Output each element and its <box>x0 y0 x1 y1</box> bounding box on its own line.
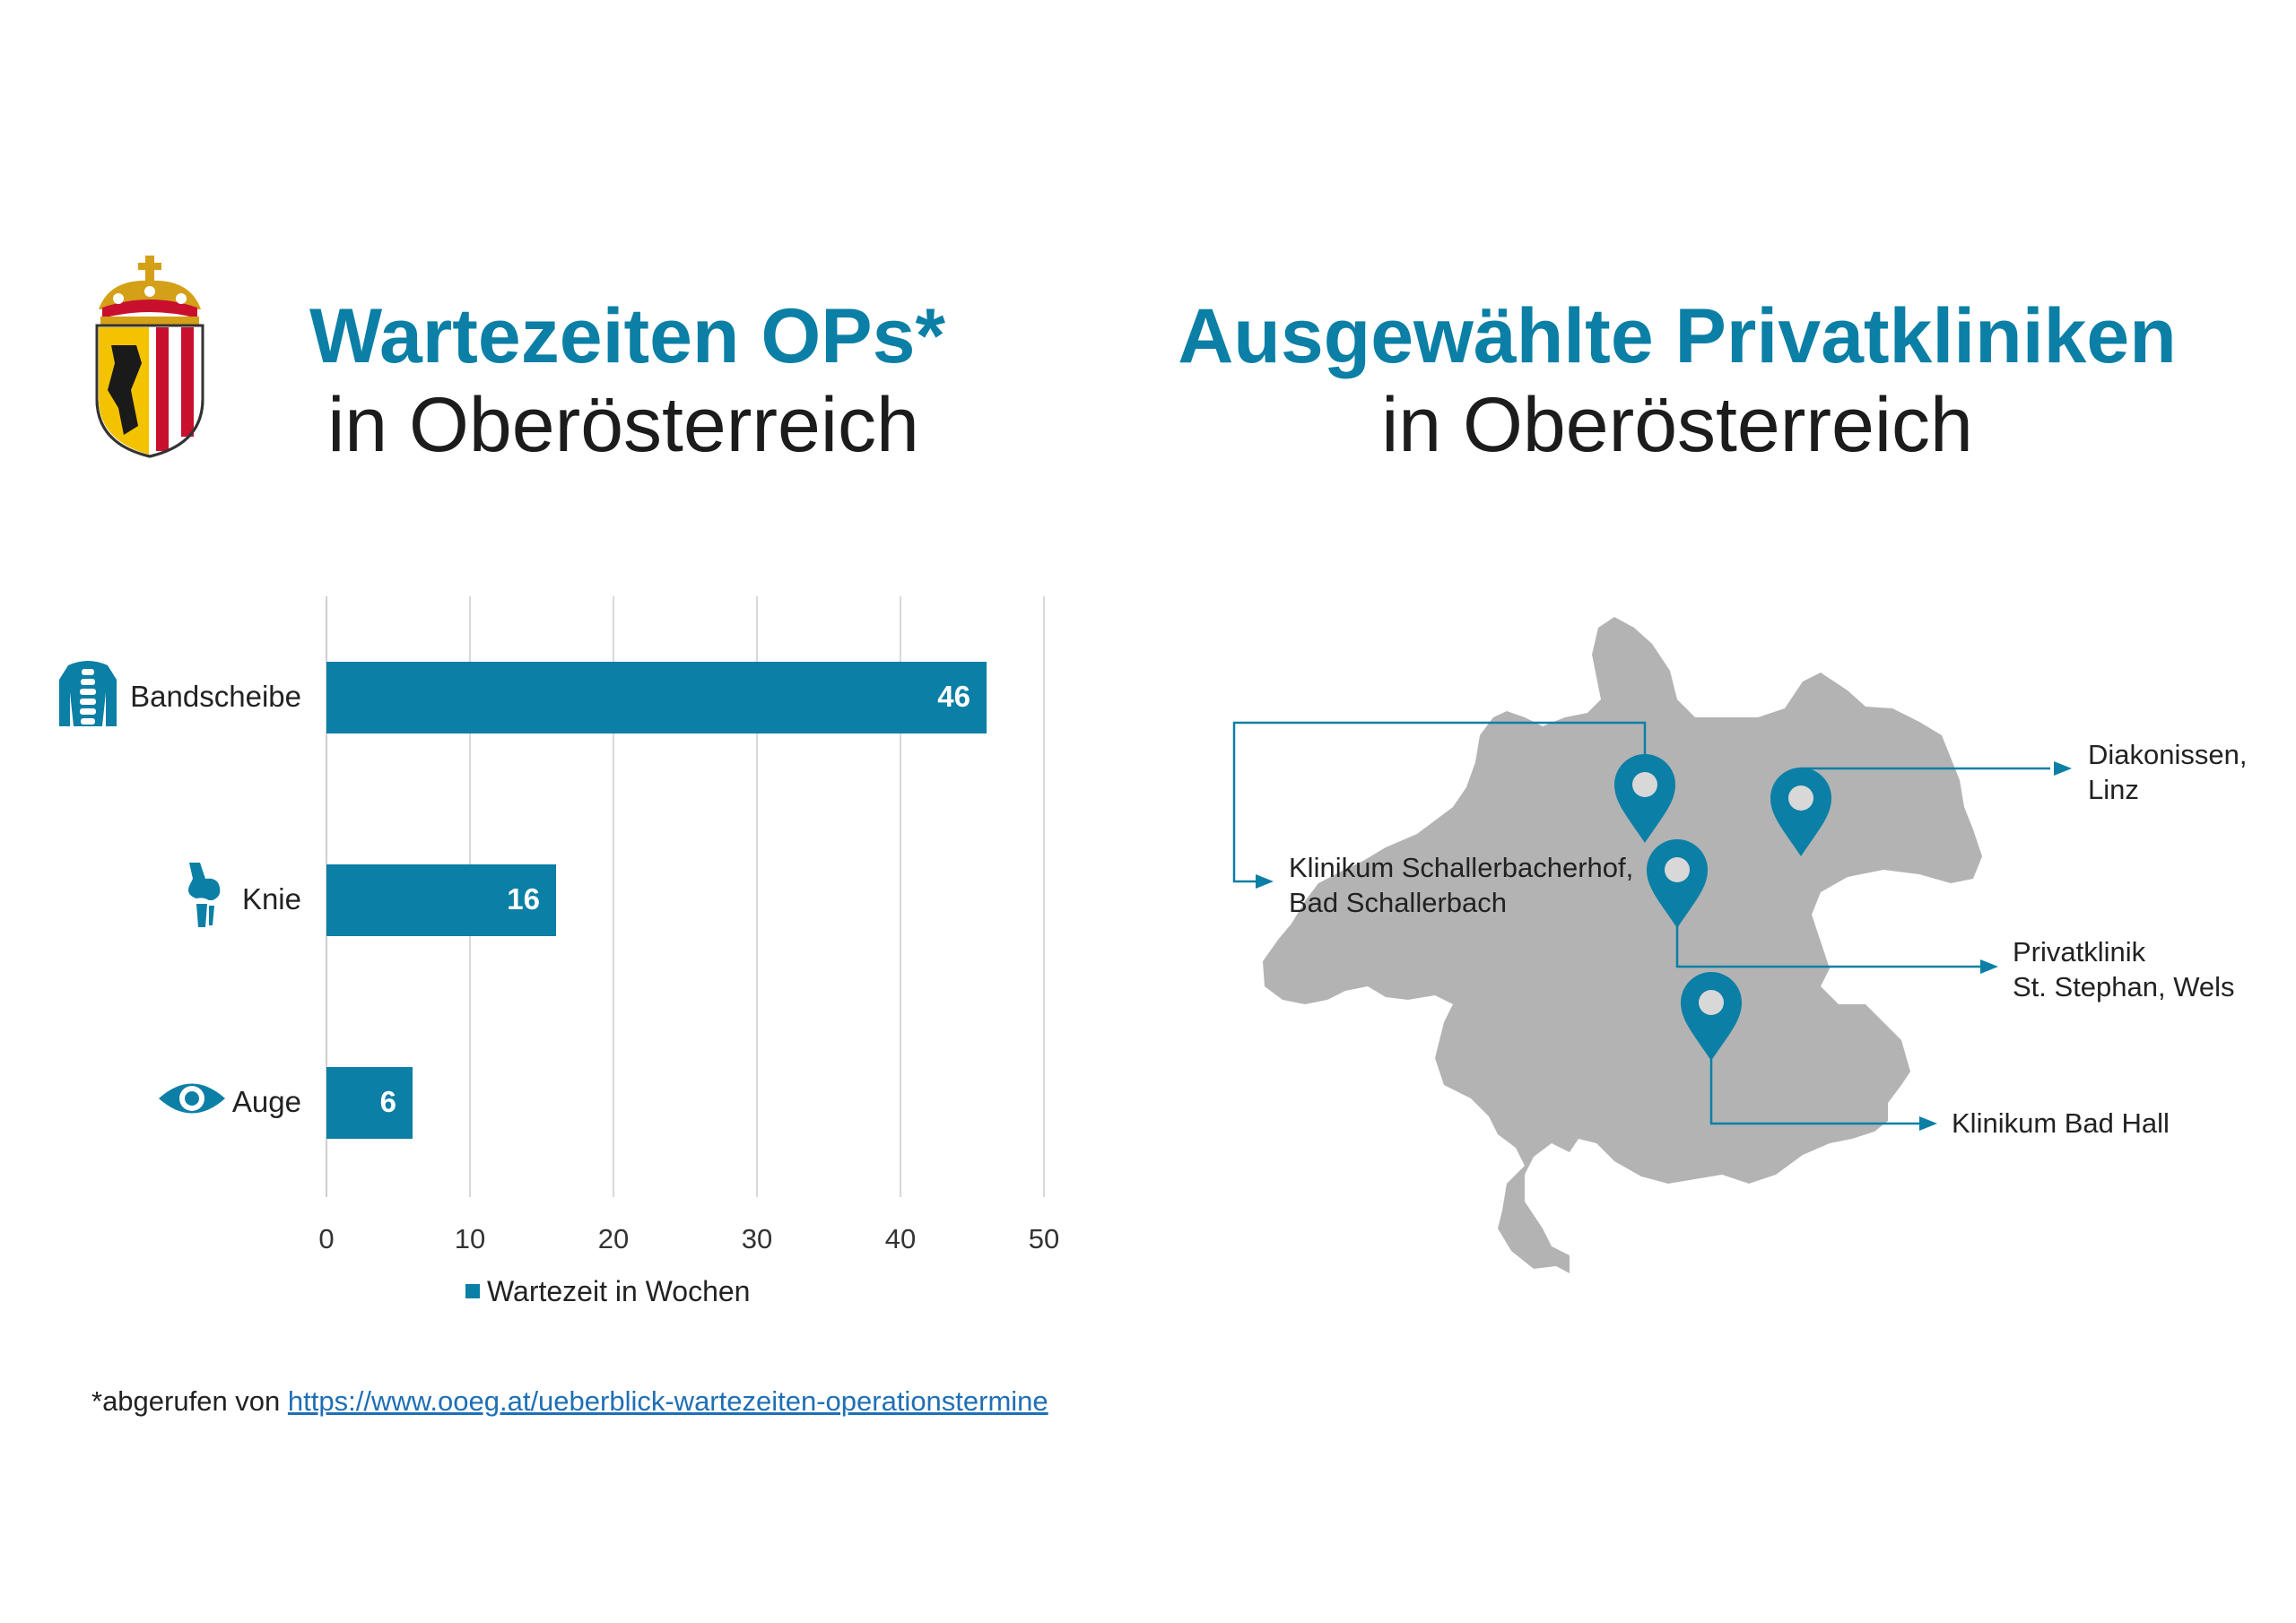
clinic-name: Privatklinik <box>2013 936 2146 968</box>
bar-value-label: 46 <box>937 680 970 713</box>
x-tick-label: 50 <box>1028 1223 1060 1254</box>
arrowhead-diakonissen <box>2054 761 2072 776</box>
bar-auge <box>326 1067 413 1139</box>
coat-of-arms-logo <box>95 256 204 458</box>
knee-joint-icon <box>188 863 221 927</box>
legend-label: Wartezeit in Wochen <box>487 1275 751 1307</box>
region-shape <box>1263 617 1982 1273</box>
clinic-name: Klinikum Schallerbacherhof, <box>1289 852 1634 883</box>
arrowhead-bad-hall <box>1919 1116 1937 1131</box>
connector-arrowheads <box>1256 761 2072 1131</box>
bar-chart <box>326 596 1045 1197</box>
location-pin-icon <box>1614 754 1675 843</box>
bar-value-label: 6 <box>379 1085 396 1118</box>
clinic-location: Linz <box>2088 774 2139 805</box>
arrowhead-schallerbacherhof <box>1256 874 1274 889</box>
x-tick-label: 40 <box>884 1223 917 1254</box>
location-pin-icon <box>1681 972 1742 1061</box>
spine-torso-icon <box>59 661 117 726</box>
clinic-label-bad-hall: Klinikum Bad Hall <box>1952 1106 2170 1141</box>
chart-legend: Wartezeit in Wochen <box>465 1275 750 1308</box>
category-label-auge: Auge <box>231 1085 301 1118</box>
chart-title: Wartezeiten OPs* <box>309 293 945 379</box>
legend-swatch <box>465 1283 480 1298</box>
source-link[interactable]: https://www.ooeg.at/ueberblick-wartezeit… <box>287 1385 1048 1417</box>
category-label-knie: Knie <box>241 882 301 916</box>
shield-icon <box>95 324 204 458</box>
clinic-name: Klinikum Bad Hall <box>1952 1107 2170 1139</box>
clinic-label-st-stephan: Privatklinik St. Stephan, Wels <box>2013 934 2235 1004</box>
crown-icon <box>99 256 201 325</box>
x-tick-label: 10 <box>454 1223 486 1254</box>
map-subtitle: in Oberösterreich <box>1381 382 1973 468</box>
map-title: Ausgewählte Privatkliniken <box>1178 293 2177 379</box>
category-label-bandscheibe: Bandscheibe <box>130 680 301 713</box>
location-pin-icon <box>1647 839 1708 928</box>
clinic-label-schallerbacherhof: Klinikum Schallerbacherhof, Bad Schaller… <box>1289 850 1633 920</box>
location-pin-icon <box>1770 768 1831 856</box>
clinic-location: St. Stephan, Wels <box>2013 971 2235 1002</box>
bars <box>326 662 987 1139</box>
footnote: *abgerufen von https://www.ooeg.at/ueber… <box>91 1385 1048 1418</box>
bar-value-label: 16 <box>507 882 540 916</box>
clinic-label-diakonissen: Diakonissen, Linz <box>2088 737 2247 807</box>
x-tick-label: 0 <box>318 1223 335 1254</box>
eye-icon <box>159 1083 225 1114</box>
footnote-prefix: *abgerufen von <box>91 1385 288 1417</box>
connector-bad-hall <box>1709 1038 1925 1125</box>
clinic-location: Bad Schallerbach <box>1289 887 1507 918</box>
x-tick-label: 20 <box>597 1223 630 1254</box>
bar-knie <box>326 864 556 936</box>
chart-subtitle: in Oberösterreich <box>327 382 919 468</box>
x-tick-label: 30 <box>741 1223 773 1254</box>
bar-bandscheibe <box>326 662 987 733</box>
arrowhead-st-stephan <box>1980 959 1998 974</box>
connector-schallerbacherhof <box>1232 721 1647 883</box>
clinic-name: Diakonissen, <box>2088 739 2248 770</box>
